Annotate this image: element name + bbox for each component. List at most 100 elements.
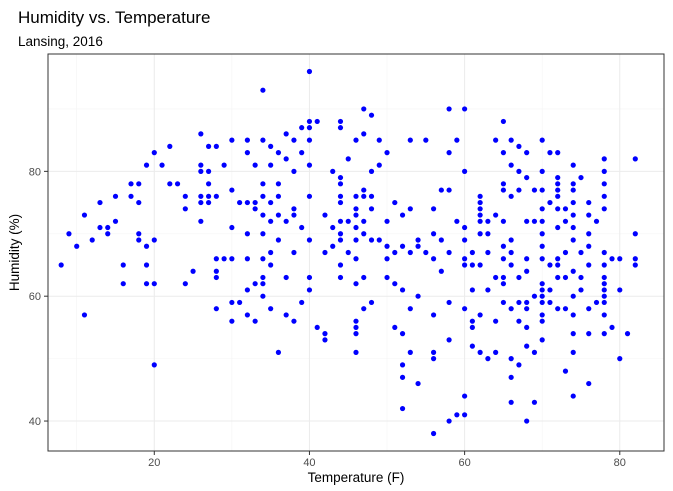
- data-point: [229, 256, 235, 262]
- panel-border: [47, 53, 665, 452]
- data-point: [508, 237, 514, 243]
- data-point: [337, 118, 344, 125]
- data-point: [415, 380, 421, 387]
- data-point: [462, 262, 468, 268]
- data-point: [353, 318, 359, 324]
- data-point: [361, 306, 367, 312]
- data-point: [384, 243, 390, 249]
- data-point: [97, 224, 103, 231]
- data-point: [392, 199, 398, 206]
- data-point: [485, 249, 491, 256]
- data-point: [586, 331, 592, 337]
- data-point: [136, 237, 142, 243]
- data-point: [58, 262, 64, 268]
- data-point: [508, 399, 514, 405]
- data-point: [524, 343, 530, 349]
- data-point: [260, 274, 266, 281]
- data-point: [508, 306, 514, 312]
- data-point: [562, 306, 569, 312]
- data-point: [570, 199, 576, 206]
- data-point: [182, 281, 188, 287]
- data-point: [221, 256, 227, 262]
- data-point: [446, 150, 452, 156]
- data-point: [260, 293, 266, 299]
- data-point: [446, 249, 452, 256]
- data-point: [539, 281, 545, 287]
- data-point: [531, 218, 538, 224]
- data-point: [244, 137, 250, 143]
- data-point: [306, 237, 313, 243]
- data-point: [601, 299, 607, 306]
- data-point: [337, 262, 344, 268]
- data-point: [477, 262, 483, 268]
- data-point: [407, 306, 413, 312]
- data-point: [462, 412, 468, 418]
- data-point: [446, 337, 452, 343]
- data-point: [322, 337, 328, 343]
- data-point: [205, 143, 212, 149]
- data-point: [555, 193, 561, 199]
- data-point: [539, 287, 545, 293]
- data-point: [415, 237, 421, 243]
- data-point: [485, 287, 491, 293]
- data-point: [213, 143, 219, 149]
- data-point: [268, 218, 274, 224]
- data-point: [252, 162, 258, 168]
- data-point: [376, 137, 382, 143]
- data-point: [275, 193, 282, 199]
- data-point: [353, 137, 359, 143]
- data-point: [368, 168, 375, 174]
- data-point: [446, 418, 452, 424]
- data-point: [112, 218, 119, 224]
- data-point: [353, 331, 359, 337]
- data-point: [624, 331, 631, 337]
- data-point: [539, 187, 545, 193]
- data-point: [562, 274, 569, 281]
- data-point: [112, 193, 119, 199]
- data-point: [275, 212, 282, 218]
- data-point: [555, 187, 561, 193]
- data-point: [392, 281, 398, 287]
- data-point: [314, 324, 320, 331]
- data-point: [593, 218, 600, 224]
- data-point: [632, 156, 638, 162]
- data-point: [399, 243, 406, 249]
- data-point: [438, 268, 444, 274]
- data-point: [361, 231, 367, 237]
- data-point: [205, 199, 212, 206]
- data-point: [81, 312, 88, 318]
- data-point: [368, 206, 375, 212]
- data-point: [66, 231, 72, 237]
- data-point: [562, 249, 569, 256]
- chart-title: Humidity vs. Temperature: [18, 8, 210, 27]
- data-point: [353, 237, 359, 243]
- data-point: [306, 287, 313, 293]
- plot-area: 20 40 60 80 40 60 80: [29, 53, 665, 469]
- data-point: [376, 162, 382, 168]
- data-point: [493, 274, 499, 281]
- data-point: [136, 199, 142, 206]
- data-point: [469, 287, 475, 293]
- data-point: [399, 374, 406, 380]
- data-point: [555, 274, 561, 281]
- data-point: [446, 106, 452, 112]
- data-point: [500, 274, 507, 281]
- data-point: [477, 349, 483, 355]
- data-point: [539, 243, 545, 249]
- data-point: [120, 262, 126, 268]
- data-point: [330, 224, 336, 231]
- data-point: [337, 231, 344, 237]
- data-point: [384, 256, 390, 262]
- data-point: [430, 430, 437, 437]
- data-point: [213, 193, 219, 199]
- data-point: [570, 237, 576, 243]
- data-point: [268, 262, 274, 268]
- data-point: [105, 224, 111, 231]
- data-point: [275, 181, 282, 187]
- data-point: [306, 193, 313, 199]
- data-point: [252, 281, 258, 287]
- data-point: [578, 274, 584, 281]
- data-point: [524, 324, 530, 331]
- data-point: [384, 218, 390, 224]
- data-point: [539, 168, 545, 174]
